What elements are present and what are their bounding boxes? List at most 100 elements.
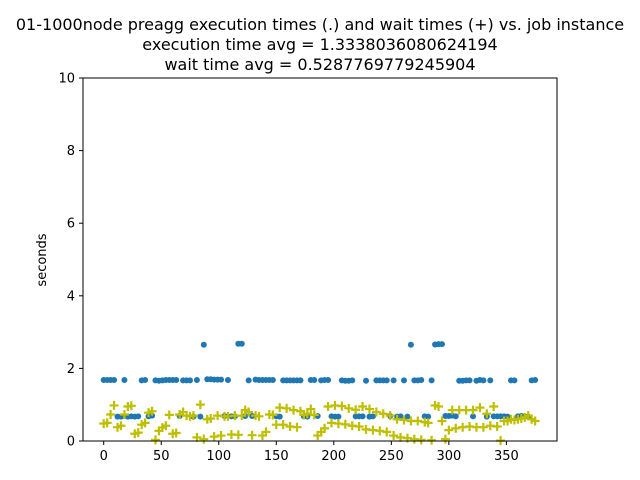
execution-time-point: [325, 377, 332, 384]
execution-time-point: [111, 377, 118, 384]
execution-time-point: [297, 377, 304, 384]
wait-time-point: [427, 435, 437, 445]
execution-time-point: [218, 376, 225, 383]
execution-time-point: [428, 377, 435, 384]
y-axis: 0 2 4 6 8 10: [58, 72, 83, 450]
execution-time-point: [363, 377, 370, 384]
wait-time-point: [337, 401, 347, 411]
series-group: [99, 340, 540, 446]
wait-time-point: [306, 404, 316, 414]
wait-time-point: [254, 411, 264, 421]
execution-time-point: [121, 377, 128, 384]
wait-time-point: [292, 422, 302, 432]
wait-time-point: [371, 407, 381, 417]
execution-time-point: [224, 377, 231, 384]
execution-time-point: [197, 413, 204, 420]
y-tick-label: 10: [58, 72, 75, 87]
wait-time-series: [99, 400, 540, 446]
execution-time-point: [470, 413, 477, 420]
wait-time-point: [354, 421, 364, 431]
wait-time-point: [385, 411, 395, 421]
wait-time-point: [133, 428, 143, 438]
chart-title: 01-1000node preagg execution times (.) a…: [16, 15, 624, 74]
wait-time-point: [244, 407, 254, 417]
x-tick-label: 100: [206, 449, 231, 464]
execution-time-point: [173, 377, 180, 384]
execution-time-point: [369, 413, 376, 420]
wait-time-point: [282, 403, 292, 413]
wait-time-point: [320, 423, 330, 433]
wait-time-point: [492, 421, 502, 431]
execution-time-point: [511, 377, 518, 384]
execution-time-point: [238, 340, 245, 347]
wait-time-point: [161, 421, 171, 431]
execution-time-point: [269, 377, 276, 384]
execution-time-point: [245, 377, 252, 384]
y-tick-label: 6: [67, 217, 75, 232]
execution-time-point: [452, 413, 459, 420]
execution-time-point: [186, 377, 193, 384]
wait-time-point: [423, 418, 433, 428]
wait-time-point: [478, 422, 488, 432]
x-tick-label: 250: [379, 449, 404, 464]
wait-time-point: [444, 425, 454, 435]
wait-time-point: [102, 418, 112, 428]
y-tick-label: 8: [67, 144, 75, 159]
execution-time-point: [335, 413, 342, 420]
wait-time-point: [188, 411, 198, 421]
wait-time-point: [164, 410, 174, 420]
x-tick-label: 300: [436, 449, 461, 464]
execution-time-point: [311, 377, 318, 384]
wait-time-point: [147, 406, 157, 416]
wait-time-point: [199, 434, 209, 444]
x-tick-label: 150: [264, 449, 289, 464]
wait-time-point: [116, 421, 126, 431]
wait-time-point: [340, 419, 350, 429]
execution-time-point: [487, 377, 494, 384]
wait-time-point: [278, 420, 288, 430]
wait-time-point: [109, 400, 119, 410]
plot-area: [82, 77, 558, 446]
execution-time-point: [438, 341, 445, 348]
wait-time-point: [489, 402, 499, 412]
wait-time-point: [247, 430, 257, 440]
y-tick-label: 2: [67, 362, 75, 377]
x-tick-label: 50: [153, 449, 170, 464]
wait-time-point: [389, 431, 399, 441]
wait-time-point: [475, 403, 485, 413]
chart-title-line-2: execution time avg = 1.3338036080624194: [142, 35, 497, 54]
wait-time-point: [358, 402, 368, 412]
execution-time-point: [466, 377, 473, 384]
x-tick-label: 350: [494, 449, 519, 464]
wait-time-point: [530, 416, 540, 426]
execution-time-point: [349, 377, 356, 384]
execution-time-point: [425, 413, 432, 420]
wait-time-point: [140, 418, 150, 428]
wait-time-point: [468, 405, 478, 415]
y-tick-label: 4: [67, 289, 75, 304]
wait-time-point: [344, 403, 354, 413]
execution-time-point: [359, 413, 366, 420]
execution-time-point: [407, 341, 414, 348]
execution-time-point: [532, 377, 539, 384]
execution-time-point: [200, 341, 207, 348]
execution-time-point: [135, 413, 142, 420]
wait-time-point: [237, 411, 247, 421]
wait-time-point: [482, 409, 492, 419]
x-tick-label: 0: [100, 449, 108, 464]
execution-time-point: [276, 413, 283, 420]
chart-title-line-1: 01-1000node preagg execution times (.) a…: [16, 15, 624, 34]
wait-time-point: [440, 434, 450, 444]
wait-time-point: [119, 410, 129, 420]
execution-time-point: [418, 377, 425, 384]
wait-time-point: [351, 405, 361, 415]
execution-time-point: [142, 377, 149, 384]
wait-time-point: [233, 430, 243, 440]
wait-time-point: [106, 410, 116, 420]
plot-frame: [82, 77, 558, 442]
wait-time-point: [309, 410, 319, 420]
wait-time-point: [171, 428, 181, 438]
execution-time-point: [193, 377, 200, 384]
execution-time-point: [390, 377, 397, 384]
x-axis: 0 50 100 150 200 250 300 350: [100, 441, 519, 464]
